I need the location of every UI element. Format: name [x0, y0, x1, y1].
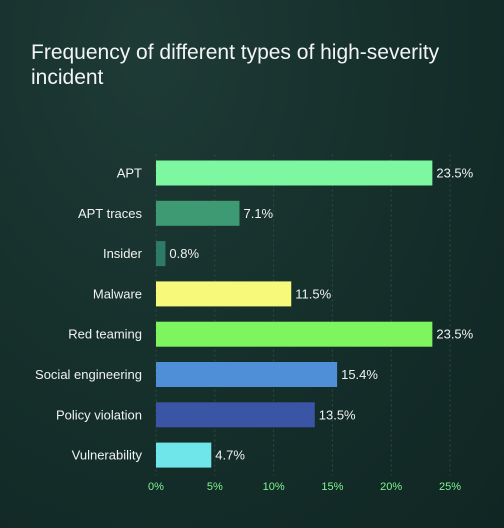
bar [156, 442, 212, 468]
value-label: 0.8% [169, 246, 199, 261]
x-tick-label: 10% [263, 481, 285, 493]
x-axis-ticks: 0% 5% 10% 15% 20% 25% [148, 481, 461, 493]
value-label: 15.4% [341, 367, 378, 382]
chart-title: Frequency of different types of high-sev… [31, 41, 440, 89]
x-tick-label: 15% [321, 481, 343, 493]
value-label: 7.1% [243, 206, 273, 221]
category-label: APT traces [78, 206, 143, 221]
bar [156, 362, 338, 387]
category-label: Insider [103, 246, 143, 261]
bars [156, 160, 433, 468]
category-label: APT [117, 166, 142, 181]
value-label: 11.5% [295, 286, 331, 301]
bar [156, 321, 433, 347]
x-tick-label: 0% [148, 481, 164, 493]
grid-lines [155, 154, 451, 476]
category-label: Vulnerability [72, 448, 143, 463]
value-label: 13.5% [319, 407, 356, 422]
bar [156, 402, 315, 428]
bar [156, 200, 240, 226]
value-label: 4.7% [215, 448, 245, 463]
category-label: Policy violation [56, 407, 142, 422]
value-label: 23.5% [436, 166, 473, 181]
bar [156, 241, 166, 267]
bar [156, 281, 292, 307]
category-label: Malware [93, 286, 142, 301]
x-tick-label: 20% [380, 481, 402, 493]
bar [156, 160, 433, 186]
value-label: 23.5% [436, 327, 473, 342]
x-tick-label: 5% [207, 481, 223, 493]
x-tick-label: 25% [439, 481, 461, 493]
labels: APT 23.5% APT traces 7.1% Insider 0.8% Malware… [35, 166, 474, 463]
category-label: Social engineering [35, 367, 142, 382]
category-label: Red teaming [68, 327, 142, 342]
